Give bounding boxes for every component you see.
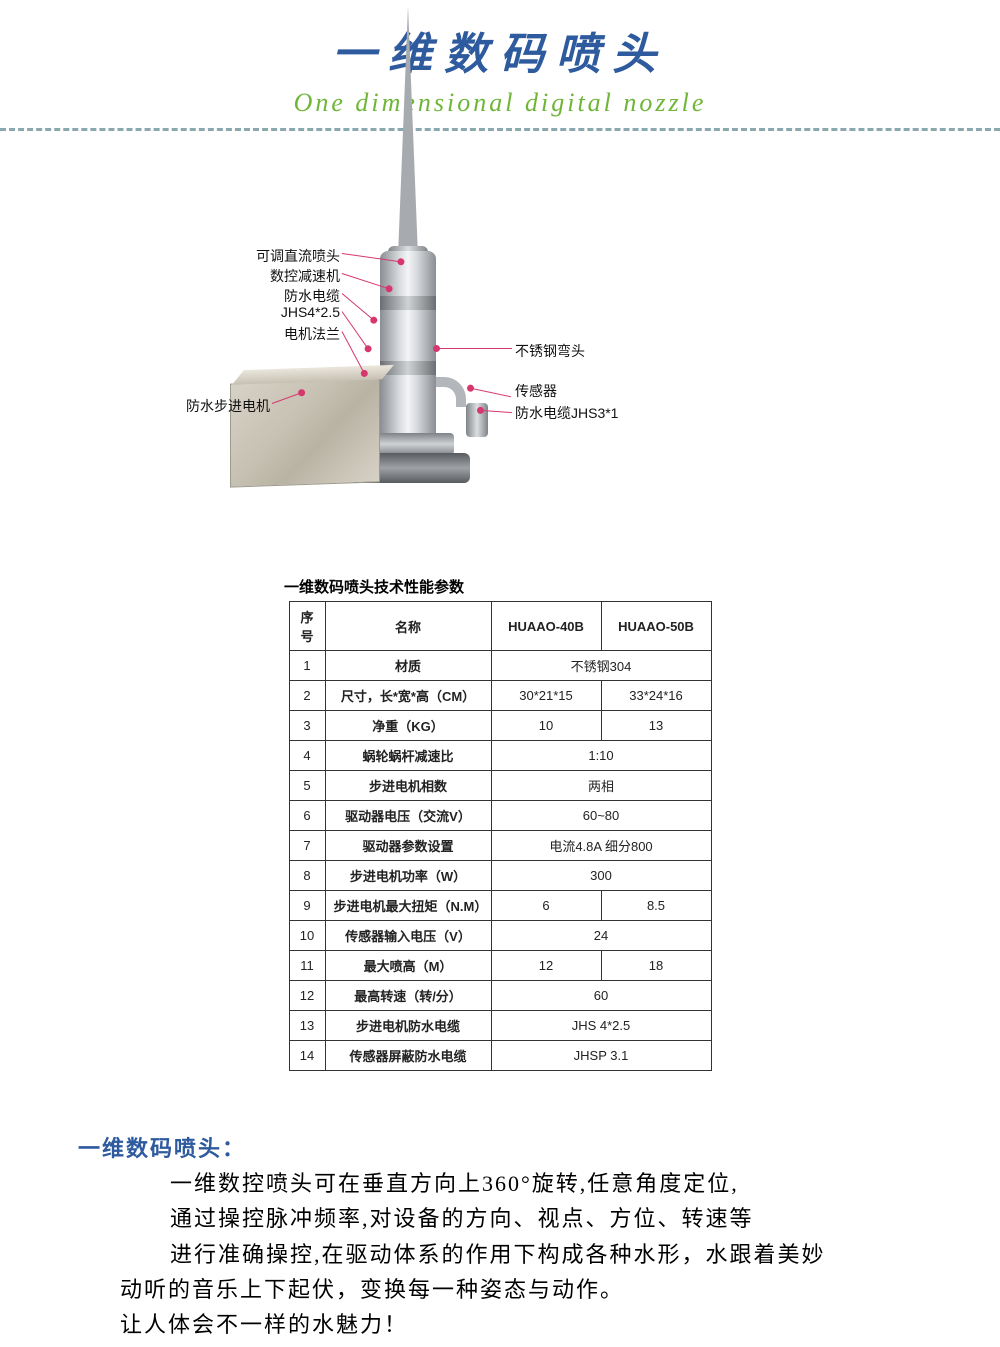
header: 一维数码喷头 One dimensional digital nozzle bbox=[0, 0, 1000, 118]
description-line: 进行准确操控,在驱动体系的作用下构成各种水形，水跟着美妙 bbox=[170, 1237, 922, 1272]
table-cell-value: JHS 4*2.5 bbox=[491, 1011, 711, 1041]
nozzle-cone bbox=[398, 6, 418, 256]
table-cell-value: 24 bbox=[491, 921, 711, 951]
diagram-label: 防水电缆JHS3*1 bbox=[515, 403, 618, 423]
title-english: One dimensional digital nozzle bbox=[0, 88, 1000, 118]
table-row: 10传感器输入电压（V）24 bbox=[289, 921, 711, 951]
spec-table: 序号 名称 HUAAO-40B HUAAO-50B 1材质不锈钢3042尺寸，长… bbox=[289, 601, 712, 1071]
diagram-label: 不锈钢弯头 bbox=[515, 341, 585, 361]
table-cell-value: 两相 bbox=[491, 771, 711, 801]
lead-line bbox=[342, 311, 368, 348]
table-cell-name: 最大喷高（M） bbox=[325, 951, 491, 981]
table-cell-index: 11 bbox=[289, 951, 325, 981]
table-cell-index: 3 bbox=[289, 711, 325, 741]
table-cell-index: 1 bbox=[289, 651, 325, 681]
diagram-label: 数控减速机 bbox=[170, 266, 340, 286]
diagram-label: 防水电缆 bbox=[170, 286, 340, 306]
table-cell-index: 4 bbox=[289, 741, 325, 771]
table-cell-value: 8.5 bbox=[601, 891, 711, 921]
main-cylinder bbox=[380, 251, 436, 441]
diagram-label: 电机法兰 bbox=[170, 324, 340, 344]
diagram-label: 传感器 bbox=[515, 381, 557, 401]
table-cell-value: 30*21*15 bbox=[491, 681, 601, 711]
table-cell-index: 14 bbox=[289, 1041, 325, 1071]
table-row: 5步进电机相数两相 bbox=[289, 771, 711, 801]
title-chinese: 一维数码喷头 bbox=[0, 18, 1000, 82]
table-cell-name: 净重（KG） bbox=[325, 711, 491, 741]
table-cell-name: 尺寸，长*宽*高（CM） bbox=[325, 681, 491, 711]
table-cell-value: 60~80 bbox=[491, 801, 711, 831]
table-row: 12最高转速（转/分）60 bbox=[289, 981, 711, 1011]
description-title: 一维数码喷头： bbox=[78, 1136, 246, 1161]
table-header: HUAAO-50B bbox=[601, 602, 711, 651]
table-row: 13步进电机防水电缆JHS 4*2.5 bbox=[289, 1011, 711, 1041]
table-title: 一维数码喷头技术性能参数 bbox=[284, 576, 1000, 597]
table-cell-value: 300 bbox=[491, 861, 711, 891]
table-cell-value: 电流4.8A 细分800 bbox=[491, 831, 711, 861]
table-cell-value: 18 bbox=[601, 951, 711, 981]
table-header: 名称 bbox=[325, 602, 491, 651]
table-cell-value: 1:10 bbox=[491, 741, 711, 771]
lead-line bbox=[472, 388, 511, 397]
dashed-divider bbox=[0, 128, 1000, 131]
table-row: 6驱动器电压（交流V）60~80 bbox=[289, 801, 711, 831]
table-cell-value: 6 bbox=[491, 891, 601, 921]
description-body: 一维数控喷头可在垂直方向上360°旋转,任意角度定位,通过操控脉冲频率,对设备的… bbox=[78, 1166, 922, 1342]
description-line: 一维数控喷头可在垂直方向上360°旋转,任意角度定位, bbox=[170, 1166, 922, 1201]
table-row: 3净重（KG）1013 bbox=[289, 711, 711, 741]
table-cell-name: 传感器屏蔽防水电缆 bbox=[325, 1041, 491, 1071]
table-cell-value: JHSP 3.1 bbox=[491, 1041, 711, 1071]
table-row: 4蜗轮蜗杆减速比1:10 bbox=[289, 741, 711, 771]
table-cell-value: 12 bbox=[491, 951, 601, 981]
table-cell-index: 7 bbox=[289, 831, 325, 861]
table-cell-value: 不锈钢304 bbox=[491, 651, 711, 681]
table-row: 8步进电机功率（W）300 bbox=[289, 861, 711, 891]
table-cell-value: 60 bbox=[491, 981, 711, 1011]
table-cell-value: 13 bbox=[601, 711, 711, 741]
table-cell-name: 蜗轮蜗杆减速比 bbox=[325, 741, 491, 771]
table-header-row: 序号 名称 HUAAO-40B HUAAO-50B bbox=[289, 602, 711, 651]
table-row: 14传感器屏蔽防水电缆JHSP 3.1 bbox=[289, 1041, 711, 1071]
lead-line bbox=[342, 293, 373, 319]
table-cell-name: 步进电机最大扭矩（N.M） bbox=[325, 891, 491, 921]
product-diagram: 可调直流喷头 数控减速机 防水电缆 JHS4*2.5 电机法兰 防水步进电机 不… bbox=[180, 151, 820, 551]
table-cell-index: 10 bbox=[289, 921, 325, 951]
table-cell-name: 最高转速（转/分） bbox=[325, 981, 491, 1011]
lead-line bbox=[438, 348, 512, 349]
table-cell-name: 步进电机功率（W） bbox=[325, 861, 491, 891]
table-cell-name: 步进电机相数 bbox=[325, 771, 491, 801]
description-line: 通过操控脉冲频率,对设备的方向、视点、方位、转速等 bbox=[170, 1201, 922, 1236]
motor-box bbox=[230, 378, 380, 487]
table-cell-value: 10 bbox=[491, 711, 601, 741]
table-cell-index: 2 bbox=[289, 681, 325, 711]
description-line: 动听的音乐上下起伏，变换每一种姿态与动作。 bbox=[120, 1272, 922, 1307]
table-cell-index: 5 bbox=[289, 771, 325, 801]
table-cell-index: 12 bbox=[289, 981, 325, 1011]
table-cell-name: 材质 bbox=[325, 651, 491, 681]
table-cell-name: 驱动器电压（交流V） bbox=[325, 801, 491, 831]
cylinder-band bbox=[380, 296, 436, 310]
steel-elbow bbox=[436, 377, 466, 407]
table-row: 7驱动器参数设置电流4.8A 细分800 bbox=[289, 831, 711, 861]
table-cell-value: 33*24*16 bbox=[601, 681, 711, 711]
table-header: 序号 bbox=[289, 602, 325, 651]
table-cell-name: 传感器输入电压（V） bbox=[325, 921, 491, 951]
table-cell-index: 9 bbox=[289, 891, 325, 921]
table-cell-index: 6 bbox=[289, 801, 325, 831]
diagram-label: JHS4*2.5 bbox=[170, 304, 340, 320]
table-cell-name: 步进电机防水电缆 bbox=[325, 1011, 491, 1041]
table-row: 2尺寸，长*宽*高（CM）30*21*1533*24*16 bbox=[289, 681, 711, 711]
table-row: 1材质不锈钢304 bbox=[289, 651, 711, 681]
diagram-label: 可调直流喷头 bbox=[170, 246, 340, 266]
table-header: HUAAO-40B bbox=[491, 602, 601, 651]
table-cell-index: 8 bbox=[289, 861, 325, 891]
table-row: 11最大喷高（M）1218 bbox=[289, 951, 711, 981]
table-cell-name: 驱动器参数设置 bbox=[325, 831, 491, 861]
table-row: 9步进电机最大扭矩（N.M）68.5 bbox=[289, 891, 711, 921]
diagram-label: 防水步进电机 bbox=[100, 396, 270, 416]
description-line: 让人体会不一样的水魅力！ bbox=[120, 1307, 922, 1342]
table-cell-index: 13 bbox=[289, 1011, 325, 1041]
description-block: 一维数码喷头： 一维数控喷头可在垂直方向上360°旋转,任意角度定位,通过操控脉… bbox=[78, 1131, 922, 1342]
